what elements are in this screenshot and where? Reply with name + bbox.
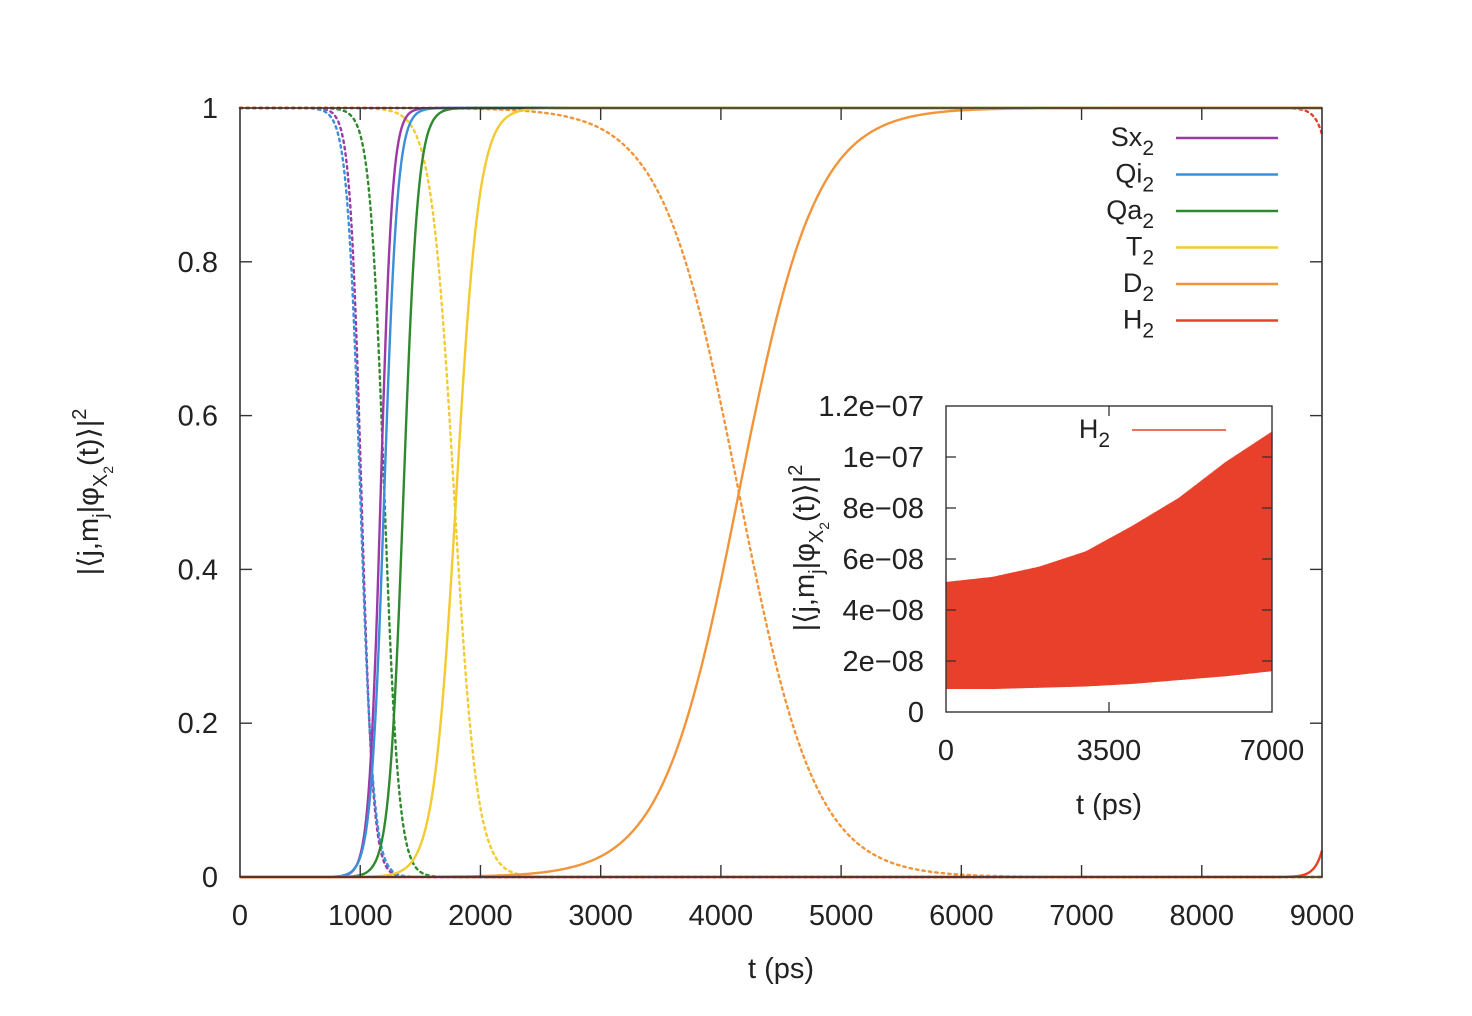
x-tick-label: 8000	[1170, 900, 1235, 932]
inset-x-tick-label: 0	[938, 735, 954, 767]
x-tick-label: 0	[232, 900, 248, 932]
x-tick-label: 6000	[929, 900, 994, 932]
x-tick-label: 2000	[448, 900, 513, 932]
inset-y-tick-label: 4e−08	[843, 595, 924, 627]
inset-y-tick-label: 6e−08	[843, 544, 924, 576]
x-tick-label: 7000	[1049, 900, 1114, 932]
inset-plot: 0 3500 7000 0 2e−08 4e−08 6e−08 8e−08 1e−07 1.2e…	[785, 391, 1304, 821]
inset-y-tick-label: 0	[908, 697, 924, 729]
y-tick-label: 0.4	[178, 554, 218, 586]
inset-x-tick-label: 3500	[1077, 735, 1142, 767]
inset-y-tick-label: 1.2e−07	[818, 391, 924, 423]
main-x-axis-title: t (ps)	[748, 953, 814, 985]
x-tick-label: 1000	[328, 900, 393, 932]
inset-x-tick-label: 7000	[1240, 735, 1305, 767]
inset-y-tick-label: 2e−08	[843, 646, 924, 678]
main-ticks	[240, 108, 1322, 877]
inset-y-tick-label: 8e−08	[843, 493, 924, 525]
inset-y-tick-labels: 0 2e−08 4e−08 6e−08 8e−08 1e−07 1.2e−07	[818, 391, 924, 729]
y-tick-label: 1	[202, 93, 218, 125]
y-tick-label: 0.8	[178, 247, 218, 279]
inset-x-axis-title: t (ps)	[1076, 789, 1142, 821]
inset-x-tick-labels: 0 3500 7000	[938, 735, 1304, 767]
y-tick-label: 0	[202, 862, 218, 894]
main-y-tick-labels: 0 0.2 0.4 0.6 0.8 1	[178, 93, 218, 894]
x-tick-label: 5000	[809, 900, 874, 932]
inset-series-h2-line	[945, 431, 1273, 690]
x-tick-label: 4000	[689, 900, 754, 932]
y-tick-label: 0.6	[178, 401, 218, 433]
inset-ticks	[946, 406, 1272, 712]
x-tick-label: 3000	[568, 900, 633, 932]
inset-curves	[945, 431, 1273, 690]
main-x-tick-labels: 0 1000 2000 3000 4000 5000 6000 7000 8000 9000	[232, 900, 1354, 932]
x-tick-label: 9000	[1290, 900, 1355, 932]
inset-y-tick-label: 1e−07	[843, 442, 924, 474]
series-d2-decay-line	[238, 106, 1324, 879]
main-plot-frame	[239, 107, 1323, 878]
y-tick-label: 0.2	[178, 708, 218, 740]
